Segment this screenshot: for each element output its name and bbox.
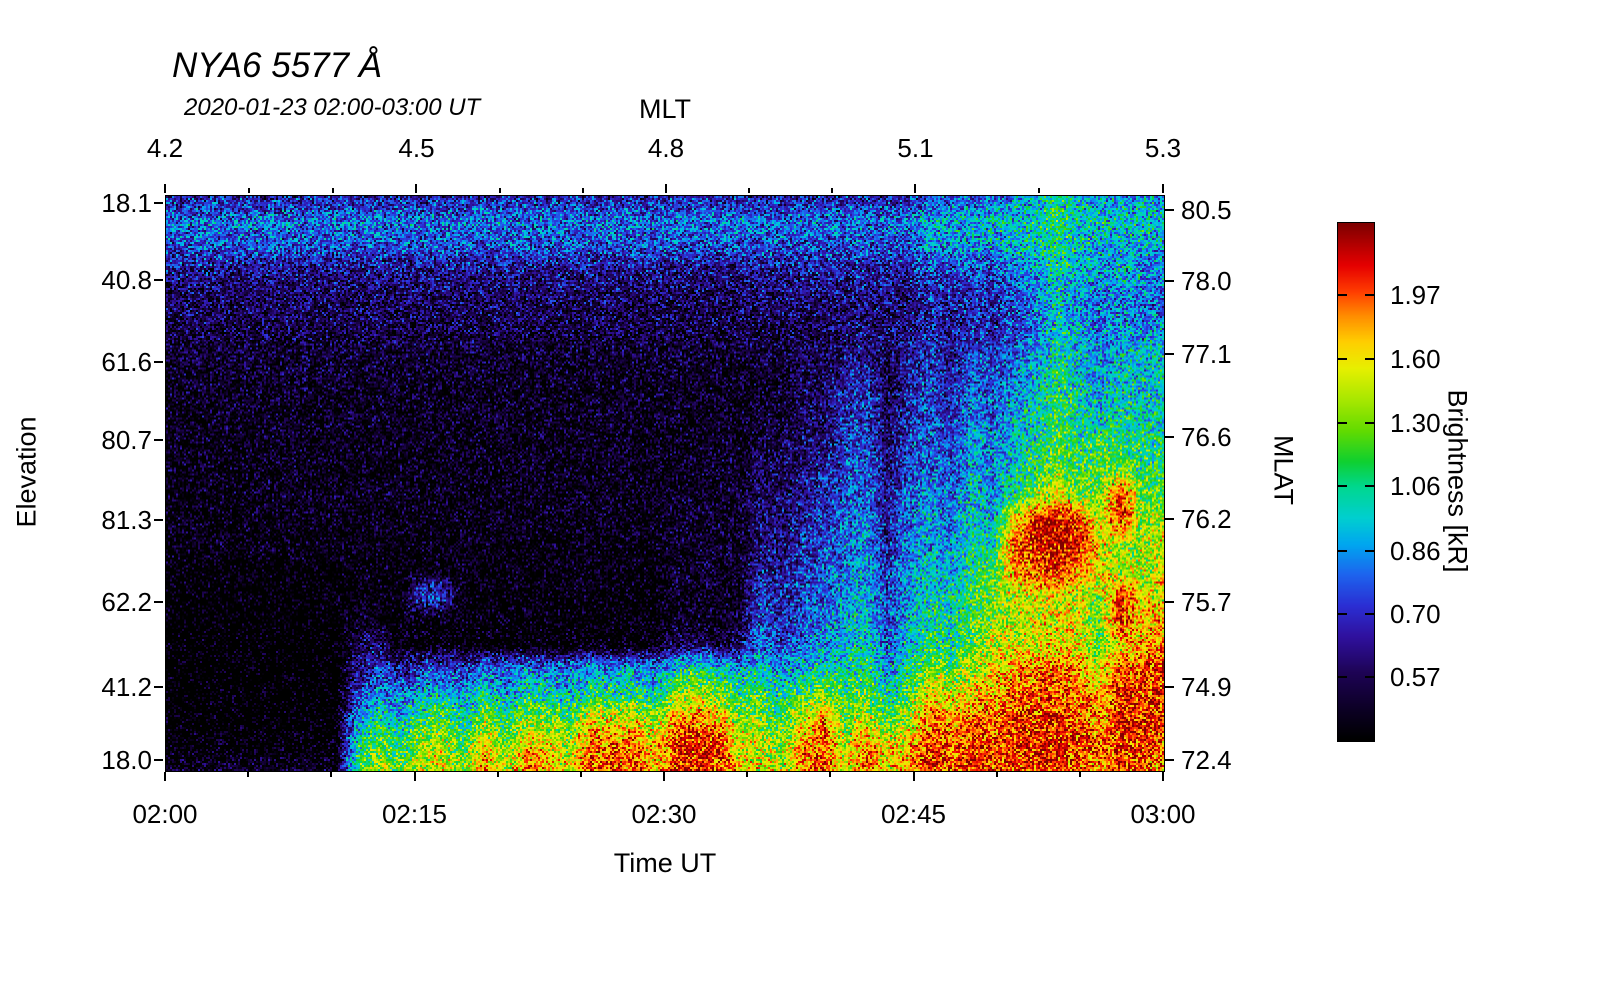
- elevation-tick-mark: [154, 438, 163, 441]
- mlat-tick-mark: [1165, 686, 1174, 689]
- mlt-tick-label: 4.2: [146, 133, 184, 163]
- top-axis-title: MLT: [639, 94, 691, 124]
- elevation-tick-mark: [154, 686, 163, 689]
- chart-title: NYA6 5577 Å: [172, 46, 383, 85]
- x-tick-mark: [663, 772, 665, 781]
- elevation-tick-label: 81.3: [101, 504, 152, 535]
- mlt-minor-tick-mark: [331, 188, 334, 193]
- colorbar-tick-label: 1.06: [1390, 471, 1441, 502]
- chart-subtitle: 2020-01-23 02:00-03:00 UT: [184, 94, 481, 121]
- x-minor-tick-mark: [579, 772, 582, 777]
- mlat-tick-mark: [1165, 601, 1174, 604]
- mlt-minor-tick-mark: [1038, 188, 1041, 193]
- mlat-tick-mark: [1165, 759, 1174, 762]
- colorbar-tick-mark-left: [1338, 358, 1347, 361]
- colorbar-tick-mark-left: [1338, 485, 1347, 488]
- colorbar-tick-label: 1.60: [1390, 344, 1441, 375]
- mlt-minor-tick-mark: [748, 188, 751, 193]
- right-axis-title: MLAT: [1268, 434, 1299, 506]
- mlat-tick-mark: [1165, 436, 1174, 439]
- mlat-tick-mark: [1165, 517, 1174, 520]
- mlat-tick-label: 76.6: [1181, 422, 1232, 453]
- colorbar-tick-mark-right: [1365, 549, 1374, 552]
- heatmap-canvas: [166, 196, 1164, 771]
- mlt-tick-label: 4.5: [398, 133, 435, 163]
- mlt-minor-tick-mark: [247, 188, 250, 193]
- mlat-tick-label: 72.4: [1181, 745, 1232, 776]
- colorbar: [1337, 222, 1375, 742]
- mlt-tick-label: 4.8: [647, 133, 685, 163]
- colorbar-tick-label: 0.57: [1390, 662, 1441, 693]
- colorbar-tick-label: 1.30: [1390, 408, 1441, 439]
- colorbar-tick-mark-left: [1338, 549, 1347, 552]
- x-tick-mark: [1162, 772, 1164, 781]
- x-tick-mark: [912, 772, 915, 781]
- x-minor-tick-mark: [247, 772, 250, 777]
- colorbar-tick-mark-left: [1338, 613, 1347, 616]
- mlt-minor-tick-mark: [498, 188, 501, 193]
- heatmap-plot-area: [165, 195, 1165, 772]
- x-minor-tick-mark: [829, 772, 832, 777]
- elevation-tick-label: 62.2: [101, 587, 152, 618]
- colorbar-tick-label: 1.97: [1390, 280, 1441, 311]
- colorbar-tick-mark-left: [1338, 294, 1347, 297]
- x-minor-tick-mark: [330, 772, 333, 777]
- colorbar-tick-mark-left: [1338, 422, 1347, 425]
- elevation-tick-label: 18.1: [101, 188, 152, 219]
- x-tick-mark: [164, 772, 166, 781]
- mlat-tick-mark: [1165, 353, 1174, 356]
- mlt-tick-label: 5.1: [897, 133, 934, 163]
- elevation-tick-mark: [154, 360, 163, 363]
- colorbar-tick-mark-right: [1365, 613, 1374, 616]
- mlt-tick-mark: [164, 184, 166, 193]
- elevation-tick-mark: [154, 759, 163, 762]
- mlat-tick-label: 77.1: [1181, 339, 1232, 370]
- elevation-tick-label: 18.0: [101, 745, 152, 776]
- mlt-tick-mark: [1162, 184, 1164, 193]
- mlat-tick-mark: [1165, 208, 1174, 211]
- colorbar-tick-mark-right: [1365, 422, 1374, 425]
- elevation-tick-mark: [154, 601, 163, 604]
- bottom-axis-title: Time UT: [613, 848, 717, 878]
- mlat-tick-label: 76.2: [1181, 503, 1232, 534]
- x-tick-mark: [413, 772, 416, 781]
- x-minor-tick-mark: [496, 772, 499, 777]
- colorbar-tick-mark-left: [1338, 676, 1347, 679]
- elevation-tick-mark: [154, 202, 163, 205]
- left-axis-title: Elevation: [11, 416, 42, 528]
- colorbar-canvas: [1338, 223, 1374, 741]
- mlt-tick-mark: [664, 184, 667, 193]
- colorbar-tick-label: 0.70: [1390, 599, 1441, 630]
- mlat-tick-label: 78.0: [1181, 266, 1232, 297]
- colorbar-tick-label: 0.86: [1390, 535, 1441, 566]
- mlt-minor-tick-mark: [831, 188, 834, 193]
- colorbar-tick-mark-right: [1365, 294, 1374, 297]
- x-minor-tick-mark: [995, 772, 998, 777]
- x-tick-label: 02:15: [381, 799, 448, 829]
- mlt-tick-mark: [415, 184, 418, 193]
- mlt-tick-mark: [914, 184, 917, 193]
- colorbar-tick-mark-right: [1365, 676, 1374, 679]
- colorbar-tick-mark-right: [1365, 485, 1374, 488]
- mlt-minor-tick-mark: [581, 188, 584, 193]
- mlat-tick-label: 74.9: [1181, 672, 1232, 703]
- elevation-tick-label: 41.2: [101, 672, 152, 703]
- elevation-tick-mark: [154, 279, 163, 282]
- x-minor-tick-mark: [746, 772, 749, 777]
- elevation-tick-label: 80.7: [101, 424, 152, 455]
- mlt-tick-label: 5.3: [1144, 133, 1182, 163]
- colorbar-tick-mark-right: [1365, 358, 1374, 361]
- elevation-tick-mark: [154, 518, 163, 521]
- x-tick-label: 02:45: [880, 799, 947, 829]
- x-tick-label: 03:00: [1130, 799, 1196, 829]
- elevation-tick-label: 61.6: [101, 346, 152, 377]
- elevation-tick-label: 40.8: [101, 265, 152, 296]
- mlat-tick-label: 80.5: [1181, 194, 1232, 225]
- x-tick-label: 02:30: [631, 799, 697, 829]
- x-tick-label: 02:00: [132, 799, 198, 829]
- x-minor-tick-mark: [1078, 772, 1081, 777]
- mlat-tick-mark: [1165, 280, 1174, 283]
- mlat-tick-label: 75.7: [1181, 587, 1232, 618]
